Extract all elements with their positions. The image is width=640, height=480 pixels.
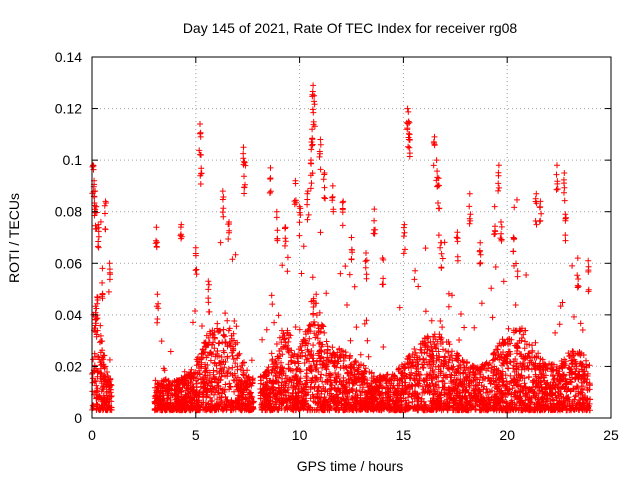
y-tick-label: 0.06	[55, 255, 82, 271]
x-tick-label: 10	[292, 427, 308, 443]
y-tick-label: 0.08	[55, 204, 82, 220]
x-tick-label: 5	[192, 427, 200, 443]
y-tick-label: 0.04	[55, 307, 82, 323]
axis-ticks: 0 5 10 15 20 25 0 0.02 0.04 0.06 0.08 0.1 0.12 0.14	[55, 49, 619, 443]
x-tick-label: 0	[88, 427, 96, 443]
x-tick-label: 15	[396, 427, 412, 443]
chart-title: Day 145 of 2021, Rate Of TEC Index for r…	[183, 20, 518, 36]
plot-frame	[91, 56, 612, 419]
y-axis-label: ROTI / TECUs	[6, 193, 22, 283]
x-tick-label: 20	[499, 427, 515, 443]
y-tick-label: 0.02	[55, 358, 82, 374]
y-tick-label: 0.14	[55, 49, 82, 65]
y-tick-label: 0.1	[63, 152, 83, 168]
y-tick-label: 0.12	[55, 101, 82, 117]
y-tick-label: 0	[74, 410, 82, 426]
x-tick-label: 25	[603, 427, 619, 443]
x-axis-label: GPS time / hours	[297, 458, 404, 474]
